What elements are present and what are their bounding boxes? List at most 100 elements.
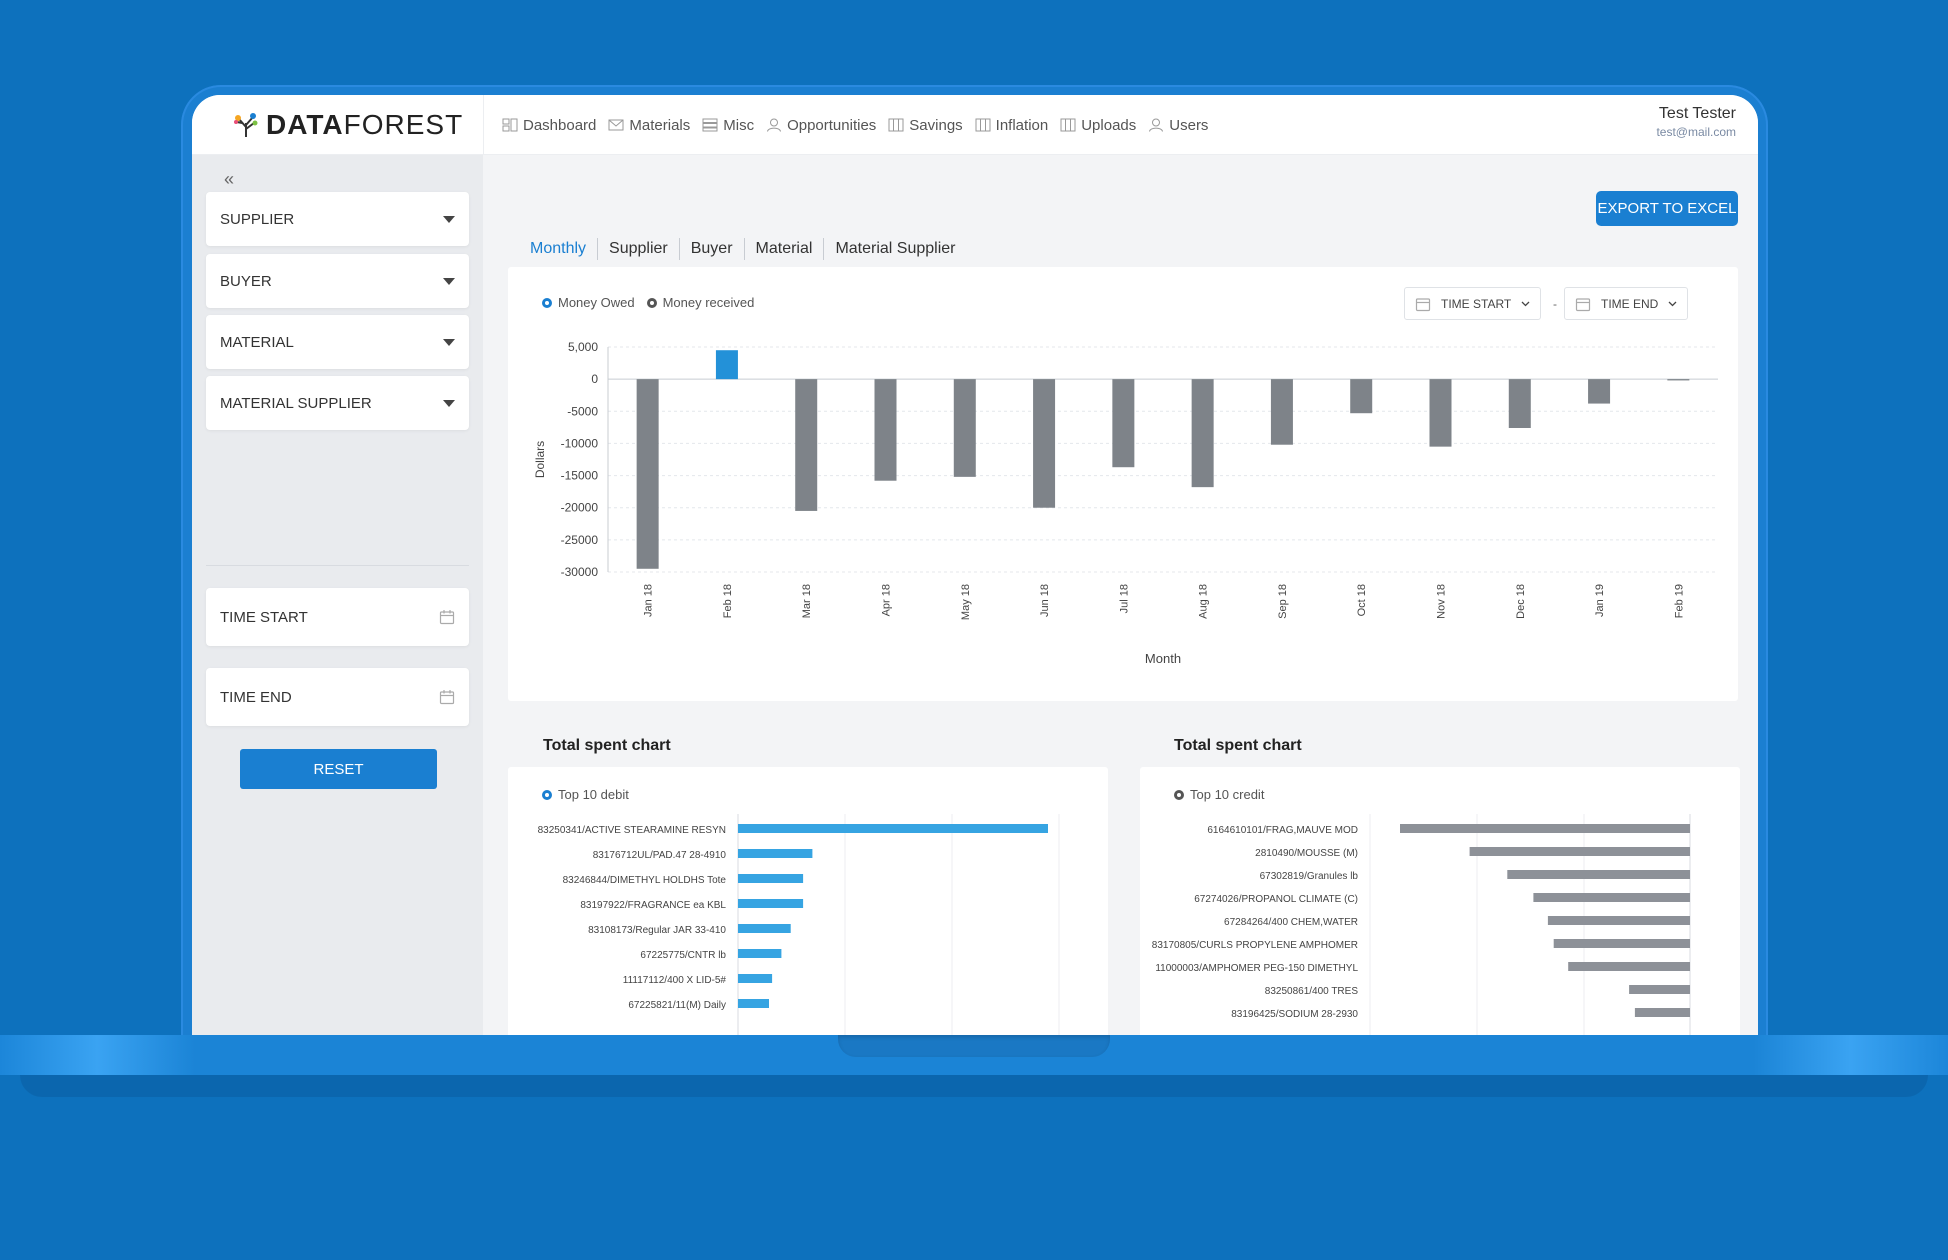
tab-material[interactable]: Material [745,238,825,260]
material-select[interactable]: MATERIAL [206,315,469,369]
y-tick-label: -10000 [561,436,599,450]
legend-top-credit[interactable]: Top 10 credit [1174,787,1264,802]
columns-icon [888,118,904,132]
material-supplier-select-label: MATERIAL SUPPLIER [220,394,372,412]
material-supplier-select[interactable]: MATERIAL SUPPLIER [206,376,469,430]
nav-label: Uploads [1081,116,1137,134]
calendar-icon [1575,297,1591,311]
tab-buyer[interactable]: Buyer [680,238,745,260]
x-tick-label: Jan 19 [1594,584,1606,617]
laptop-notch [838,1035,1110,1057]
tab-material-supplier[interactable]: Material Supplier [835,240,956,257]
bar-may-18[interactable] [953,379,976,477]
nav-savings[interactable]: Savings [888,117,963,134]
bar-category-label: 83197922/FRAGRANCE ea KBL [580,900,726,911]
nav-misc[interactable]: Misc [702,117,754,134]
bar-1[interactable] [738,849,813,858]
bar-2[interactable] [738,874,804,883]
bar-5[interactable] [738,949,782,958]
x-tick-label: Apr 18 [881,584,893,616]
logo[interactable]: DATAFOREST [232,107,472,143]
bar-2[interactable] [1507,870,1690,879]
monthly-bar-chart: 5,000 0 -5000 -10000 -15000 -20000 -25000 -3000… [533,340,1718,666]
legend-top-debit-label: Top 10 debit [558,787,629,802]
bar-6[interactable] [738,974,773,983]
bar-7[interactable] [1629,985,1690,994]
bar-dec-18[interactable] [1508,379,1531,428]
bar-jul-18[interactable] [1112,379,1135,468]
x-tick-label: Sep 18 [1277,584,1289,619]
bar-4[interactable] [738,924,791,933]
bar-mar-18[interactable] [795,379,818,511]
legend-money-owed-label: Money Owed [558,295,635,310]
legend-dot-icon [1174,789,1184,800]
nav-materials[interactable]: Materials [608,117,690,134]
nav-opportunities[interactable]: Opportunities [766,117,876,134]
time-end-field[interactable]: TIME END [206,668,469,726]
columns-icon [975,118,991,132]
user-icon [767,118,782,132]
bar-7[interactable] [738,999,769,1008]
legend-top-debit[interactable]: Top 10 debit [542,787,629,802]
legend-dot-icon [542,297,552,308]
legend-top-credit-label: Top 10 credit [1190,787,1265,802]
reset-button[interactable]: RESET [240,749,437,789]
bar-6[interactable] [1568,962,1690,971]
bar-3[interactable] [738,899,804,908]
x-tick-label: Oct 18 [1356,584,1368,616]
bar-category-label: 67302819/Granules lb [1260,871,1359,882]
bar-0[interactable] [738,824,1048,833]
bar-feb-18[interactable] [715,350,738,380]
nav-uploads[interactable]: Uploads [1060,117,1136,134]
bar-4[interactable] [1547,916,1690,925]
calendar-icon [439,690,455,705]
nav-users[interactable]: Users [1148,117,1208,134]
bar-8[interactable] [1634,1008,1690,1017]
user-info[interactable]: Test Tester test@mail.com [1656,105,1736,139]
chevron-down-icon [1521,301,1530,306]
bar-apr-18[interactable] [874,379,897,481]
export-to-excel-button[interactable]: EXPORT TO EXCEL [1596,191,1738,226]
x-tick-label: Jun 18 [1039,584,1051,617]
nav-dashboard[interactable]: Dashboard [502,117,596,134]
y-tick-label: 5,000 [568,340,598,354]
tab-monthly[interactable]: Monthly [530,238,599,260]
tab-supplier[interactable]: Supplier [598,238,680,260]
bar-category-label: 6164610101/FRAG,MAUVE MOD [1207,825,1358,836]
bar-category-label: 67274026/PROPANOL CLIMATE (C) [1194,894,1358,905]
x-tick-label: Feb 19 [1673,584,1685,618]
buyer-select[interactable]: BUYER [206,254,469,308]
chart-time-start-button[interactable]: TIME START [1404,287,1542,320]
laptop-base-shadow [20,1075,1928,1097]
bar-5[interactable] [1553,939,1690,948]
y-tick-label: -25000 [561,533,599,547]
nav-inflation[interactable]: Inflation [975,117,1048,134]
bar-jan-19[interactable] [1588,379,1611,404]
bar-aug-18[interactable] [1191,379,1214,488]
chart-time-end-button[interactable]: TIME END [1564,287,1689,320]
bar-oct-18[interactable] [1350,379,1373,414]
legend-money-received[interactable]: Money received [646,295,754,310]
bar-nov-18[interactable] [1429,379,1452,447]
time-start-field[interactable]: TIME START [206,588,469,646]
top-bar: DATAFOREST Dashboard Materials Misc Opportu… [192,95,1758,155]
x-axis-label: Month [1145,651,1181,666]
bar-category-label: 83246844/DIMETHYL HOLDHS Tote [563,875,727,886]
collapse-sidebar-button[interactable]: « [224,169,235,189]
columns-icon [1060,118,1076,132]
supplier-select[interactable]: SUPPLIER [206,192,469,246]
bar-0[interactable] [1400,824,1690,833]
legend-dot-icon [542,789,552,800]
nav-label: Materials [629,116,691,134]
bar-jun-18[interactable] [1033,379,1056,508]
buyer-select-label: BUYER [220,272,272,290]
bar-feb-19[interactable] [1667,379,1690,381]
logo-text: DATAFOREST [266,109,464,140]
caret-down-icon [443,215,455,223]
bar-3[interactable] [1533,893,1690,902]
bar-sep-18[interactable] [1270,379,1293,445]
bar-jan-18[interactable] [636,379,659,569]
bar-1[interactable] [1469,847,1690,856]
credit-chart-card: Top 10 credit 6164610101/FRAG,MAUVE MOD 2… [1140,767,1740,1035]
legend-money-owed[interactable]: Money Owed [542,295,635,310]
